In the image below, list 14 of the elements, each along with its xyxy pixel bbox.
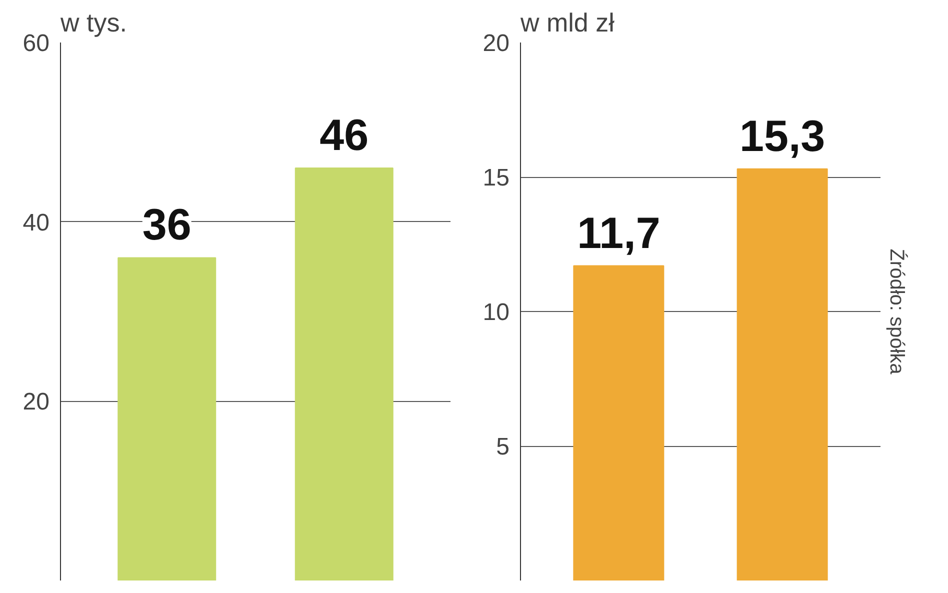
data-label: 15,3 — [740, 112, 826, 161]
y-tick-label: 5 — [496, 434, 510, 460]
y-tick-label: 40 — [22, 209, 50, 236]
data-label: 36 — [142, 200, 192, 250]
y-tick-label: 20 — [22, 388, 50, 416]
y-tick-label: 60 — [22, 30, 50, 57]
y-tick-label: 15 — [482, 164, 510, 192]
text: Źródło: spółka — [886, 248, 908, 376]
chart-title: w mld zł — [520, 8, 615, 38]
y-tick-label: 10 — [482, 299, 510, 326]
y-tick-label: 20 — [482, 30, 510, 57]
data-label: 11,7 — [577, 208, 660, 258]
data-label: 46 — [320, 111, 369, 160]
chart-title: w tys. — [60, 8, 127, 38]
